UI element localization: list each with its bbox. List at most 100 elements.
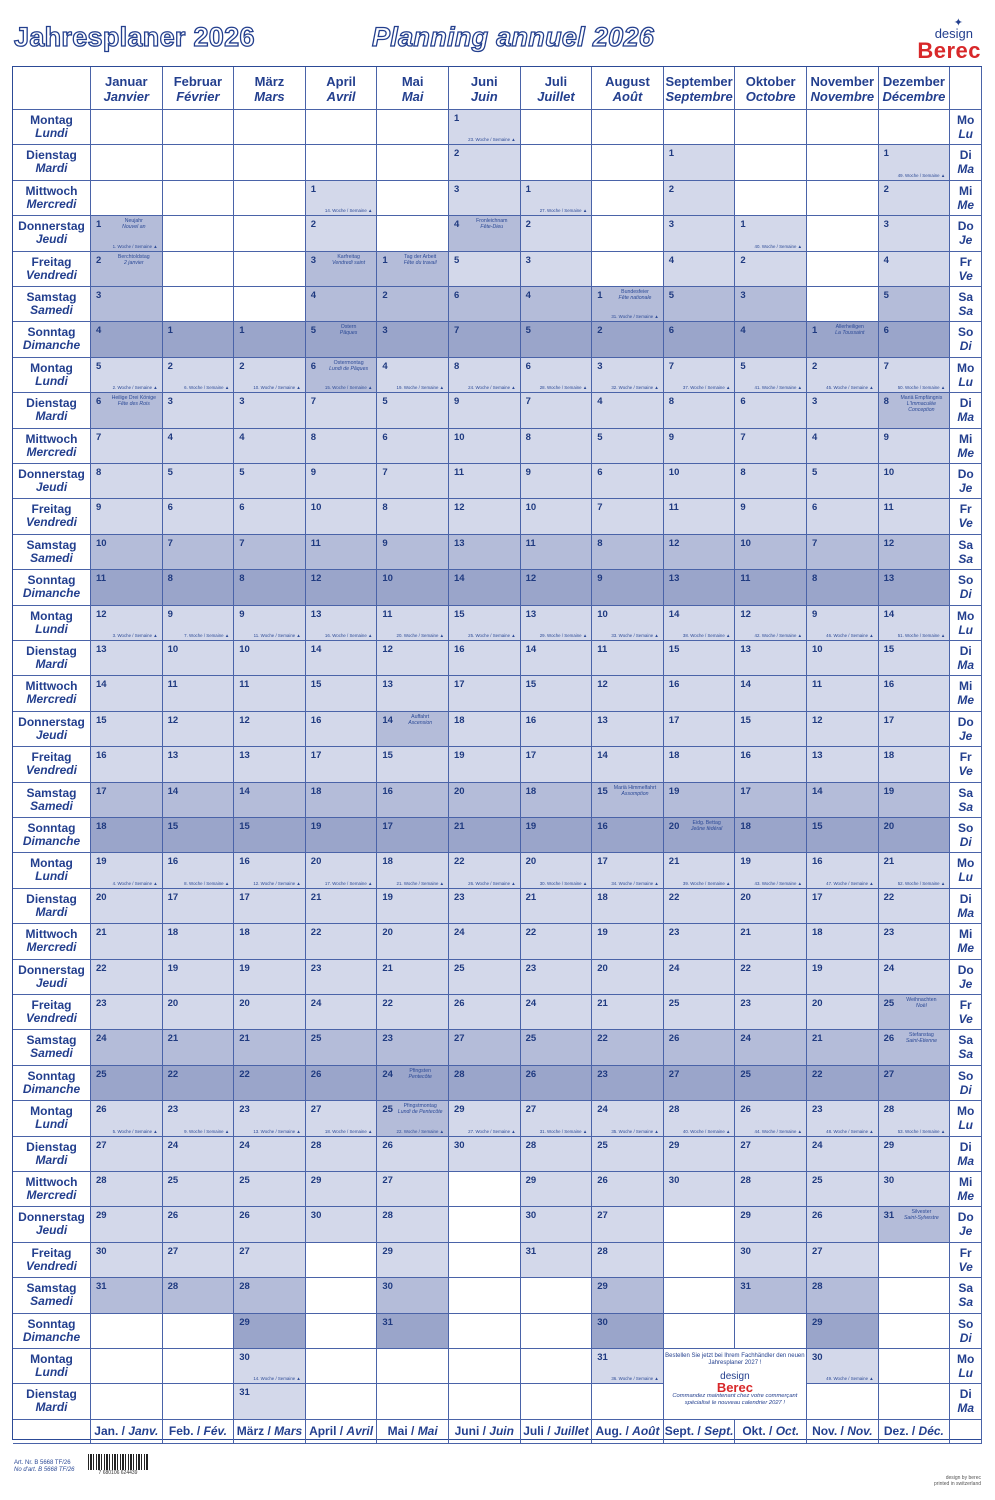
day-cell[interactable]: 16	[592, 818, 664, 854]
day-cell[interactable]: 20	[592, 959, 664, 995]
day-cell[interactable]: 22	[91, 959, 163, 995]
day-cell[interactable]: 24	[305, 995, 378, 1031]
day-cell[interactable]: 10	[807, 641, 879, 677]
day-cell[interactable]: 3	[234, 393, 306, 429]
day-cell[interactable]: 17	[520, 747, 593, 783]
day-cell[interactable]: 20 17. Woche / Semaine ▲	[305, 853, 378, 889]
day-cell[interactable]: 18	[592, 888, 664, 925]
day-cell[interactable]: 9	[592, 570, 664, 606]
day-cell[interactable]: 29	[735, 1207, 807, 1243]
day-cell[interactable]: 3	[377, 322, 449, 358]
day-cell[interactable]: 31	[735, 1278, 807, 1314]
day-cell[interactable]: 23	[91, 995, 163, 1031]
day-cell[interactable]: 2 45. Woche / Semaine ▲	[807, 357, 879, 394]
day-cell[interactable]: 15	[162, 818, 235, 854]
day-cell[interactable]: 24	[735, 1030, 807, 1066]
day-cell[interactable]: 19	[592, 924, 664, 960]
day-cell[interactable]: 1 27. Woche / Semaine ▲	[520, 180, 593, 217]
day-cell[interactable]: 7	[234, 534, 306, 571]
day-cell[interactable]: 7	[449, 322, 521, 358]
day-cell[interactable]: 19	[663, 782, 736, 818]
day-cell[interactable]: 25 Pfingstmontag Lundi de Pentecôte 22. Woc…	[377, 1101, 449, 1137]
day-cell[interactable]: 31 36. Woche / Semaine ▲	[592, 1349, 664, 1385]
day-cell[interactable]: 11	[305, 534, 378, 571]
day-cell[interactable]: 6 28. Woche / Semaine ▲	[520, 357, 593, 394]
day-cell[interactable]: 2	[663, 180, 736, 217]
day-cell[interactable]: 27	[91, 1136, 163, 1172]
day-cell[interactable]: 29	[377, 1242, 449, 1279]
day-cell[interactable]: 23 9. Woche / Semaine ▲	[162, 1101, 235, 1137]
day-cell[interactable]: 26	[807, 1207, 879, 1243]
day-cell[interactable]: 2	[377, 287, 449, 323]
day-cell[interactable]: 16	[735, 747, 807, 783]
day-cell[interactable]: 10	[735, 534, 807, 571]
day-cell[interactable]: 1	[234, 322, 306, 358]
day-cell[interactable]: 7	[377, 464, 449, 500]
day-cell[interactable]: 21	[735, 924, 807, 960]
day-cell[interactable]: 29 27. Woche / Semaine ▲	[449, 1101, 521, 1137]
day-cell[interactable]: 22	[592, 1030, 664, 1066]
day-cell[interactable]: 28	[377, 1207, 449, 1243]
day-cell[interactable]: 26 44. Woche / Semaine ▲	[735, 1101, 807, 1137]
day-cell[interactable]: 11	[807, 676, 879, 712]
day-cell[interactable]: 9	[305, 464, 378, 500]
day-cell[interactable]: 30 49. Woche / Semaine ▲	[807, 1349, 879, 1385]
day-cell[interactable]: 9	[520, 464, 593, 500]
day-cell[interactable]: 19	[520, 818, 593, 854]
day-cell[interactable]: 5	[234, 464, 306, 500]
day-cell[interactable]: 10	[162, 641, 235, 677]
day-cell[interactable]: 25	[735, 1065, 807, 1102]
day-cell[interactable]: 4	[234, 428, 306, 464]
day-cell[interactable]: 17	[162, 888, 235, 925]
day-cell[interactable]: 21	[592, 995, 664, 1031]
day-cell[interactable]: 24	[878, 959, 951, 995]
day-cell[interactable]: 1 Tag der Arbeit Fête du travail	[377, 251, 449, 287]
day-cell[interactable]: 25	[592, 1136, 664, 1172]
day-cell[interactable]: 5	[663, 287, 736, 323]
day-cell[interactable]: 3	[878, 216, 951, 252]
day-cell[interactable]: 27	[592, 1207, 664, 1243]
day-cell[interactable]: 17	[234, 888, 306, 925]
day-cell[interactable]: 2	[449, 145, 521, 181]
day-cell[interactable]: 21	[377, 959, 449, 995]
day-cell[interactable]: 27	[878, 1065, 951, 1102]
day-cell[interactable]: 28	[807, 1278, 879, 1314]
day-cell[interactable]: 15 Mariä Himmelfahrt Assomption	[592, 782, 664, 818]
day-cell[interactable]: 5 2. Woche / Semaine ▲	[91, 357, 163, 394]
day-cell[interactable]: 20	[162, 995, 235, 1031]
day-cell[interactable]: 26	[520, 1065, 593, 1102]
day-cell[interactable]: 8	[91, 464, 163, 500]
day-cell[interactable]: 25	[807, 1172, 879, 1208]
day-cell[interactable]: 14	[162, 782, 235, 818]
day-cell[interactable]: 18	[520, 782, 593, 818]
day-cell[interactable]: 23	[592, 1065, 664, 1102]
day-cell[interactable]: 30	[663, 1172, 736, 1208]
day-cell[interactable]: 1	[663, 145, 736, 181]
day-cell[interactable]: 1 Allerheiligen La Toussaint	[807, 322, 879, 358]
day-cell[interactable]: 7	[305, 393, 378, 429]
day-cell[interactable]: 21 39. Woche / Semaine ▲	[663, 853, 736, 889]
day-cell[interactable]: 5	[520, 322, 593, 358]
day-cell[interactable]: 5 Ostern Pâques	[305, 322, 378, 358]
day-cell[interactable]: 9	[449, 393, 521, 429]
day-cell[interactable]: 14	[234, 782, 306, 818]
day-cell[interactable]: 4	[520, 287, 593, 323]
day-cell[interactable]: 14 51. Woche / Semaine ▲	[878, 605, 951, 641]
day-cell[interactable]: 27	[162, 1242, 235, 1279]
day-cell[interactable]: 4	[162, 428, 235, 464]
day-cell[interactable]: 3	[162, 393, 235, 429]
day-cell[interactable]: 20	[377, 924, 449, 960]
day-cell[interactable]: 6	[377, 428, 449, 464]
day-cell[interactable]: 19 43. Woche / Semaine ▲	[735, 853, 807, 889]
day-cell[interactable]: 17 34. Woche / Semaine ▲	[592, 853, 664, 889]
day-cell[interactable]: 14	[807, 782, 879, 818]
day-cell[interactable]: 21	[520, 888, 593, 925]
day-cell[interactable]: 31	[91, 1278, 163, 1314]
day-cell[interactable]: 18	[878, 747, 951, 783]
day-cell[interactable]: 19	[162, 959, 235, 995]
day-cell[interactable]: 3	[807, 393, 879, 429]
day-cell[interactable]: 16 8. Woche / Semaine ▲	[162, 853, 235, 889]
day-cell[interactable]: 8	[234, 570, 306, 606]
